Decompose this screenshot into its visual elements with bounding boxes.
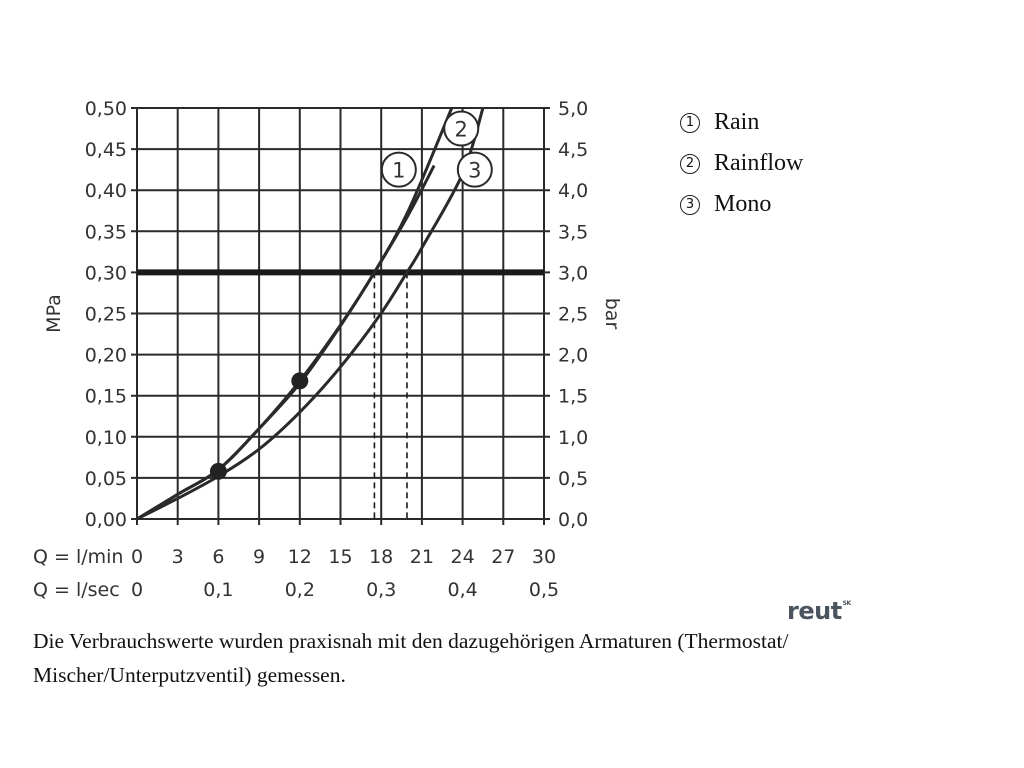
x-tick: 0,3 [366,579,396,601]
y-tick-right: 4,5 [558,139,588,161]
tick-labels: 0,000,050,100,150,200,250,300,350,400,45… [33,98,623,601]
y-tick-right: 3,5 [558,221,588,243]
y-tick-left: 0,25 [85,304,127,326]
flow-pressure-chart: 0,000,050,100,150,200,250,300,350,400,45… [33,98,623,601]
x-tick: 0,5 [529,579,559,601]
curve-tags: 1 23 [380,110,493,188]
legend-label: Rain [714,109,760,135]
x-row-label: Q = l/min [33,546,123,568]
data-point [209,462,227,480]
y-tick-left: 0,00 [85,509,127,531]
series-curve-3 [136,107,485,521]
series-curve-2 [136,107,454,521]
x-tick: 0 [131,546,143,568]
x-tick: 27 [491,546,515,568]
y-tick-left: 0,15 [85,386,127,408]
x-tick: 12 [288,546,312,568]
y-tick-right: 2,5 [558,304,588,326]
x-tick: 15 [328,546,352,568]
y-tick-left: 0,30 [85,262,127,284]
y-axis-title-left: MPa [43,294,65,333]
x-tick: 30 [532,546,556,568]
curve-tag-circle [456,151,493,188]
legend-item-mono: 3 Mono [680,184,803,225]
x-tick: 0,1 [203,579,233,601]
y-tick-right: 5,0 [558,98,588,120]
x-tick: 18 [369,546,393,568]
y-tick-right: 1,5 [558,386,588,408]
legend-number: 3 [680,194,700,215]
logo-text: reut [787,597,842,625]
curve-tag-label: 3 [468,159,481,183]
x-tick: 6 [212,546,224,568]
x-tick: 3 [172,546,184,568]
brand-logo: reutSK [787,597,851,625]
y-tick-right: 4,0 [558,180,588,202]
y-tick-left: 0,40 [85,180,127,202]
legend: 1 Rain 2 Rainflow 3 Mono [680,102,803,225]
legend-item-rain: 1 Rain [680,102,803,143]
y-tick-right: 2,0 [558,345,588,367]
legend-number: 1 [680,112,700,133]
data-point [291,372,309,390]
legend-label: Rainflow [714,150,804,176]
x-tick: 0,2 [285,579,315,601]
x-tick: 21 [410,546,434,568]
y-tick-right: 3,0 [558,262,588,284]
x-tick: 9 [253,546,265,568]
curve-tag-circle [443,110,480,147]
reference-lines [137,269,544,519]
y-tick-right: 0,5 [558,468,588,490]
legend-label: Mono [714,191,772,217]
x-row-label: Q = l/sec [33,579,120,601]
y-tick-right: 0,0 [558,509,588,531]
y-tick-left: 0,20 [85,345,127,367]
x-tick: 0 [131,579,143,601]
y-tick-left: 0,35 [85,221,127,243]
series-curve-1 [136,164,436,521]
y-tick-left: 0,50 [85,98,127,120]
y-tick-left: 0,05 [85,468,127,490]
logo-mark: SK [842,600,851,607]
chart-curves [136,107,485,521]
x-tick: 24 [451,546,475,568]
y-tick-left: 0,10 [85,427,127,449]
legend-item-rainflow: 2 Rainflow [680,143,803,184]
y-tick-right: 1,0 [558,427,588,449]
y-tick-left: 0,45 [85,139,127,161]
footnote: Die Verbrauchswerte wurden praxisnah mit… [33,629,789,687]
curve-tag-circle [380,151,417,188]
y-axis-title-right: bar [601,298,623,330]
curve-tag-label: 1 [392,159,405,183]
x-tick: 0,4 [447,579,477,601]
curve-tag-label: 2 [455,118,468,142]
legend-number: 2 [680,153,700,174]
